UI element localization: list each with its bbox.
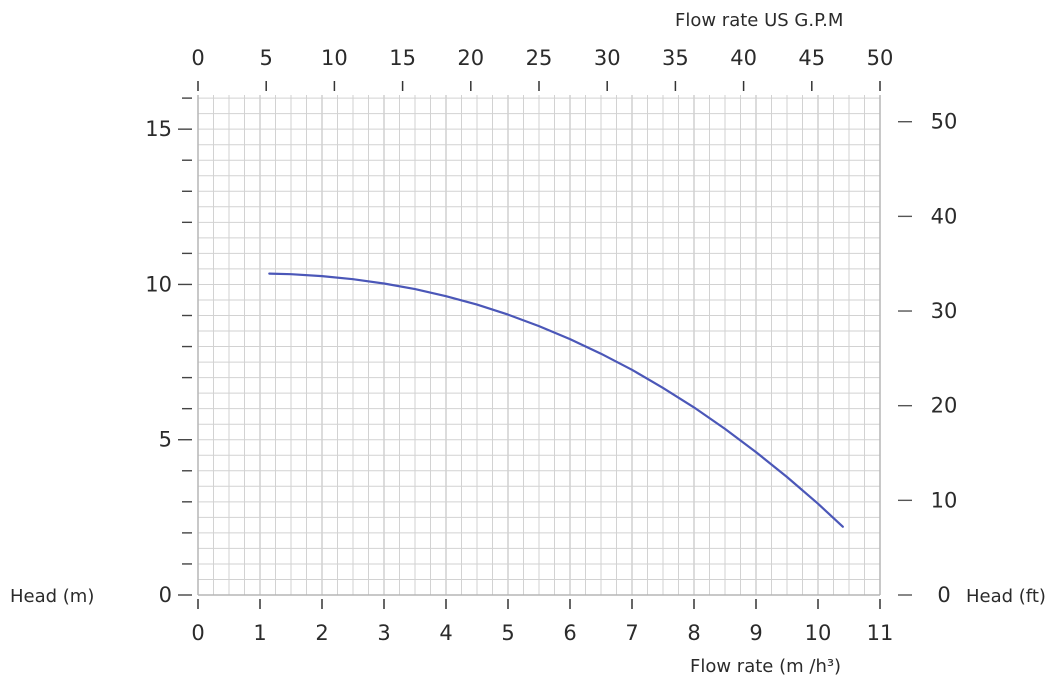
top-tick-label: 25 (526, 46, 553, 70)
right-tick-label: 20 (931, 394, 958, 418)
top-tick-label: 5 (260, 46, 273, 70)
top-tick-label: 10 (321, 46, 348, 70)
bottom-tick-label: 9 (749, 621, 762, 645)
left-tick-label: 0 (159, 583, 172, 607)
top-tick-label: 0 (191, 46, 204, 70)
top-tick-label: 45 (798, 46, 825, 70)
left-tick-label: 15 (145, 117, 172, 141)
left-tick-label: 10 (145, 272, 172, 296)
left-tick-label: 5 (159, 428, 172, 452)
bottom-tick-label: 2 (315, 621, 328, 645)
pump-curve-line (268, 272, 844, 528)
bottom-tick-label: 4 (439, 621, 452, 645)
bottom-tick-label: 11 (867, 621, 894, 645)
axis-ticks (178, 81, 912, 609)
left-axis-title: Head (m) (10, 586, 94, 607)
top-tick-label: 50 (867, 46, 894, 70)
plot-frame (197, 95, 881, 596)
top-tick-label: 40 (730, 46, 757, 70)
bottom-tick-label: 3 (377, 621, 390, 645)
bottom-tick-label: 0 (191, 621, 204, 645)
bottom-tick-label: 7 (625, 621, 638, 645)
top-tick-label: 35 (662, 46, 689, 70)
right-tick-label: 0 (937, 583, 950, 607)
bottom-tick-label: 5 (501, 621, 514, 645)
right-axis-title: Head (ft) (966, 586, 1046, 607)
top-tick-label: 30 (594, 46, 621, 70)
top-tick-label: 20 (457, 46, 484, 70)
grid (197, 95, 881, 596)
top-axis-title: Flow rate US G.P.M (675, 10, 843, 31)
right-tick-label: 50 (931, 110, 958, 134)
top-tick-label: 15 (389, 46, 416, 70)
right-tick-label: 40 (931, 204, 958, 228)
tick-labels: 0 1 2 3 4 5 6 7 8 9 10 110 5 10 15 20 25 30 35 40 45 50051015… (145, 46, 957, 645)
bottom-tick-label: 10 (805, 621, 832, 645)
right-tick-label: 30 (931, 299, 958, 323)
bottom-tick-label: 6 (563, 621, 576, 645)
bottom-tick-label: 8 (687, 621, 700, 645)
series (268, 272, 844, 528)
right-tick-label: 10 (931, 488, 958, 512)
bottom-axis-title: Flow rate (m /h³) (690, 656, 841, 677)
bottom-tick-label: 1 (253, 621, 266, 645)
